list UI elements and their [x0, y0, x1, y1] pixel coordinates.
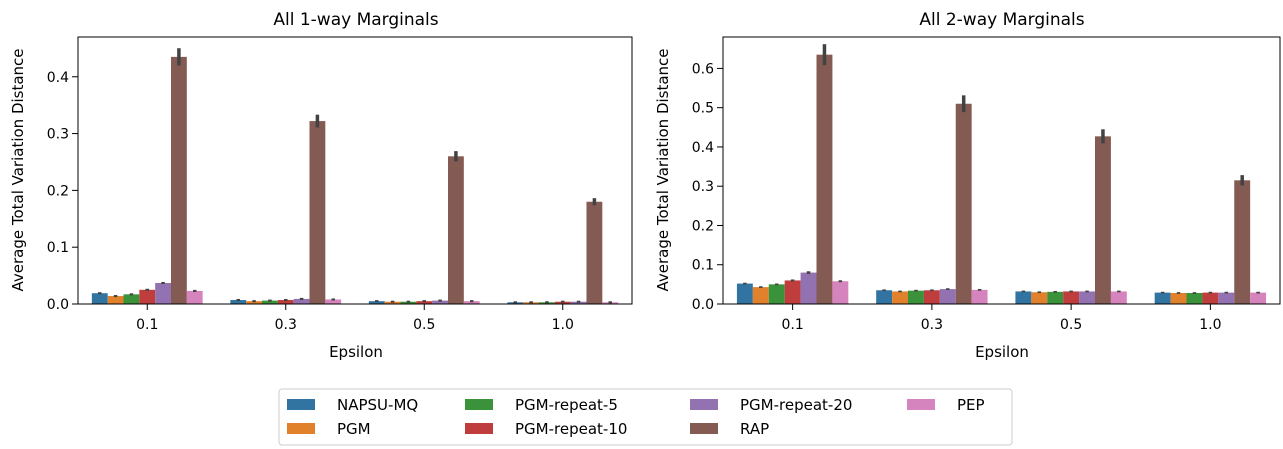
legend-swatch-pgm-repeat-5: [465, 399, 493, 410]
bar-pgm-repeat-5-0.5: [400, 301, 417, 304]
bar-pgm-0.5: [1031, 292, 1048, 304]
y-axis-label: Average Total Variation Distance: [654, 48, 672, 291]
bar-pgm-0.3: [246, 301, 263, 304]
bar-napsu-mq-0.5: [368, 301, 385, 304]
bar-pgm-repeat-10-0.3: [277, 300, 294, 304]
plot-frame: [77, 36, 633, 305]
bar-rap-0.1: [170, 56, 187, 304]
chart-2-way-marginals: All 2-way Marginals Epsilon Average Tota…: [654, 10, 1281, 361]
x-axis-label: Epsilon: [329, 343, 383, 361]
y-tick-label: 0.1: [692, 258, 714, 274]
bar-pgm-1.0: [1170, 293, 1187, 304]
bar-pgm-0.1: [752, 287, 769, 304]
bar-napsu-mq-0.3: [876, 290, 893, 304]
x-tick-label: 0.3: [275, 317, 297, 333]
bar-pgm-repeat-5-0.3: [908, 290, 924, 304]
bar-pgm-repeat-20-0.1: [155, 282, 171, 304]
y-tick-label: 0.6: [692, 61, 714, 77]
bar-napsu-mq-0.1: [736, 283, 753, 304]
bar-pgm-repeat-5-0.5: [1047, 291, 1064, 304]
bar-rap-0.1: [816, 54, 833, 305]
bar-pgm-repeat-20-0.3: [293, 298, 310, 304]
legend-swatch-pgm-repeat-20: [690, 399, 718, 410]
bar-napsu-mq-0.1: [91, 293, 108, 304]
bar-pep-0.5: [1110, 291, 1127, 304]
bar-rap-1.0: [586, 201, 603, 304]
y-tick-label: 0.1: [47, 240, 69, 256]
bar-pep-0.1: [832, 281, 849, 304]
legend-label: PGM-repeat-5: [515, 396, 618, 414]
bar-pgm-repeat-5-0.1: [768, 284, 785, 304]
plot-frame: [722, 36, 1281, 305]
x-tick-label: 0.5: [413, 317, 435, 333]
x-tick-label: 1.0: [552, 317, 574, 333]
bar-pep-1.0: [1250, 292, 1267, 304]
bar-pgm-repeat-10-1.0: [554, 301, 571, 304]
bar-pgm-repeat-5-1.0: [1186, 293, 1203, 304]
legend-label: RAP: [740, 420, 769, 438]
y-tick-label: 0.3: [47, 127, 69, 143]
bar-pgm-repeat-20-0.5: [1079, 291, 1095, 304]
bar-rap-0.5: [447, 156, 464, 304]
y-tick-label: 0.0: [47, 297, 69, 313]
bar-pgm-repeat-10-1.0: [1202, 292, 1219, 304]
bar-pgm-repeat-20-1.0: [570, 301, 587, 304]
legend-label: PGM: [337, 420, 371, 438]
bar-pgm-repeat-5-0.1: [123, 294, 140, 304]
legend-swatch-pgm: [287, 423, 315, 434]
x-tick-label: 0.1: [136, 317, 158, 333]
bar-pgm-0.1: [107, 296, 124, 304]
bar-pgm-repeat-20-0.3: [939, 289, 956, 304]
y-tick-label: 0.5: [692, 101, 714, 117]
bar-pgm-repeat-20-1.0: [1218, 292, 1235, 304]
y-tick-label: 0.4: [692, 140, 714, 156]
bar-pep-0.3: [325, 299, 342, 304]
bar-pgm-repeat-20-0.5: [432, 300, 448, 304]
bar-pgm-repeat-10-0.1: [139, 289, 156, 304]
bar-pgm-repeat-10-0.5: [1063, 291, 1080, 304]
bar-rap-1.0: [1234, 180, 1251, 304]
bar-rap-0.3: [309, 121, 326, 304]
legend-label: PEP: [957, 396, 985, 414]
y-tick-label: 0.0: [692, 297, 714, 313]
legend-swatch-napsu-mq: [287, 399, 315, 410]
y-tick-label: 0.3: [692, 179, 714, 195]
x-tick-label: 0.5: [1060, 317, 1082, 333]
bar-pgm-repeat-10-0.1: [784, 280, 801, 304]
legend-swatch-pep: [907, 399, 935, 410]
chart-1-way-marginals: All 1-way Marginals Epsilon Average Tota…: [9, 10, 633, 361]
legend-swatch-rap: [690, 423, 718, 434]
y-axis-label: Average Total Variation Distance: [9, 48, 27, 291]
bar-pep-0.5: [463, 301, 480, 304]
bar-napsu-mq-0.5: [1015, 291, 1032, 304]
legend-label: PGM-repeat-10: [515, 420, 627, 438]
bar-pgm-repeat-10-0.3: [923, 290, 940, 304]
chart-title: All 2-way Marginals: [919, 10, 1084, 30]
x-tick-label: 0.1: [781, 317, 803, 333]
bar-pgm-repeat-5-0.3: [262, 300, 278, 304]
bar-pgm-repeat-10-0.5: [416, 301, 433, 304]
x-tick-label: 1.0: [1199, 317, 1221, 333]
legend-label: NAPSU-MQ: [337, 396, 418, 414]
legend: NAPSU-MQ PGM-repeat-5 PGM-repeat-20 PEP PGM P…: [278, 388, 1013, 446]
legend-label: PGM-repeat-20: [740, 396, 852, 414]
y-tick-label: 0.2: [47, 183, 69, 199]
bar-napsu-mq-0.3: [230, 300, 247, 304]
bar-pep-0.3: [971, 289, 988, 304]
bar-rap-0.3: [955, 103, 972, 304]
bar-napsu-mq-1.0: [1154, 292, 1171, 304]
bar-pgm-0.3: [892, 291, 909, 304]
bar-rap-0.5: [1094, 136, 1111, 304]
bar-pgm-0.5: [384, 301, 401, 304]
bar-pgm-repeat-20-0.1: [800, 272, 817, 304]
legend-frame: [278, 388, 1013, 446]
bar-pep-0.1: [186, 290, 203, 304]
x-tick-label: 0.3: [921, 317, 943, 333]
legend-swatch-pgm-repeat-10: [465, 423, 493, 434]
y-tick-label: 0.4: [47, 70, 69, 86]
x-axis-label: Epsilon: [975, 343, 1029, 361]
y-tick-label: 0.2: [692, 218, 714, 234]
chart-title: All 1-way Marginals: [273, 10, 438, 30]
